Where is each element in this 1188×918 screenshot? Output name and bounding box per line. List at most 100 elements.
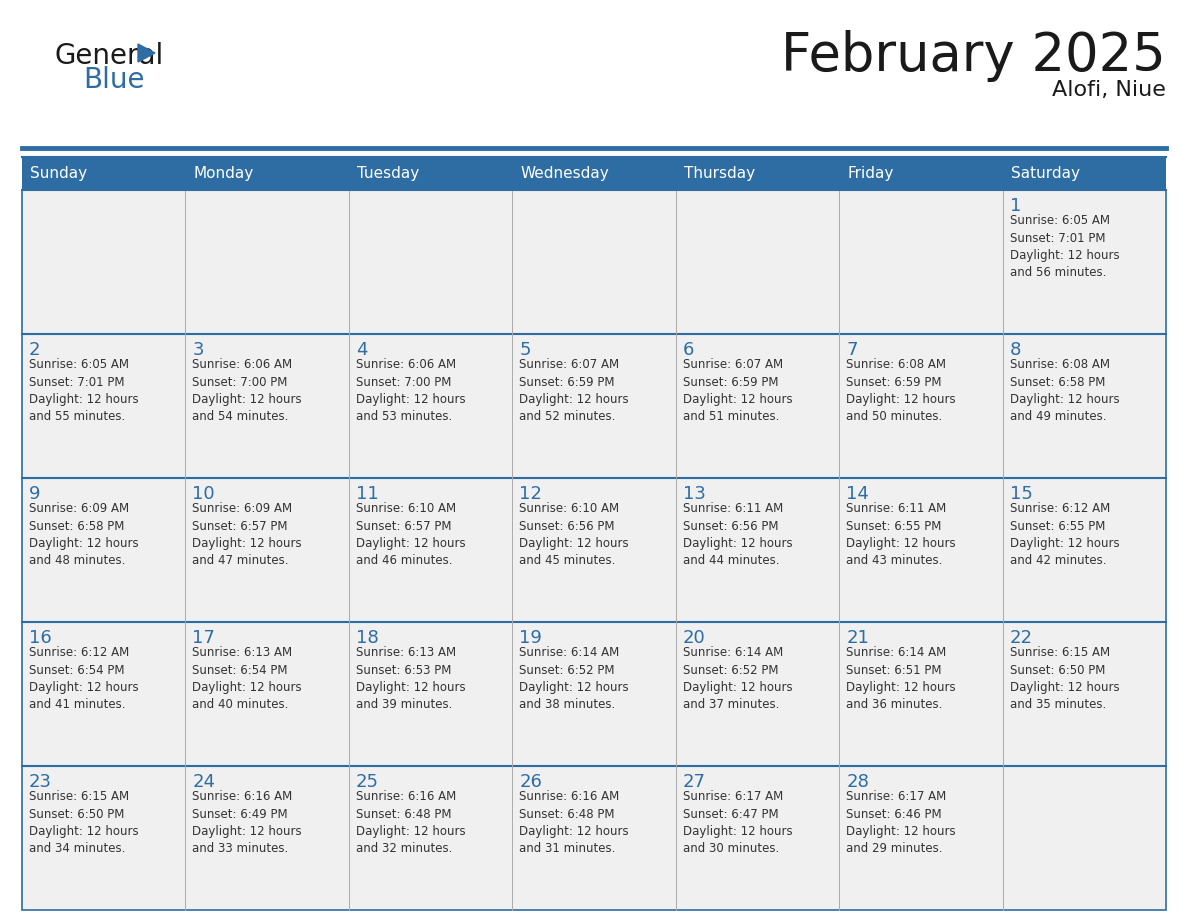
Bar bbox=[839, 157, 1003, 190]
Text: 10: 10 bbox=[192, 485, 215, 503]
Text: Sunrise: 6:14 AM
Sunset: 6:52 PM
Daylight: 12 hours
and 38 minutes.: Sunrise: 6:14 AM Sunset: 6:52 PM Dayligh… bbox=[519, 646, 628, 711]
Text: 5: 5 bbox=[519, 341, 531, 359]
Bar bbox=[185, 622, 349, 766]
Text: 25: 25 bbox=[356, 773, 379, 791]
Bar bbox=[185, 157, 349, 190]
Text: 20: 20 bbox=[683, 629, 706, 647]
Bar bbox=[185, 478, 349, 622]
Text: Sunrise: 6:10 AM
Sunset: 6:56 PM
Daylight: 12 hours
and 45 minutes.: Sunrise: 6:10 AM Sunset: 6:56 PM Dayligh… bbox=[519, 502, 628, 567]
Text: Sunrise: 6:11 AM
Sunset: 6:56 PM
Daylight: 12 hours
and 44 minutes.: Sunrise: 6:11 AM Sunset: 6:56 PM Dayligh… bbox=[683, 502, 792, 567]
Text: General: General bbox=[55, 42, 164, 70]
Text: 21: 21 bbox=[846, 629, 868, 647]
Text: Monday: Monday bbox=[194, 166, 254, 181]
Bar bbox=[512, 157, 676, 190]
Text: Sunrise: 6:16 AM
Sunset: 6:48 PM
Daylight: 12 hours
and 32 minutes.: Sunrise: 6:16 AM Sunset: 6:48 PM Dayligh… bbox=[356, 790, 466, 856]
Text: Sunrise: 6:07 AM
Sunset: 6:59 PM
Daylight: 12 hours
and 51 minutes.: Sunrise: 6:07 AM Sunset: 6:59 PM Dayligh… bbox=[683, 358, 792, 423]
Text: Blue: Blue bbox=[83, 66, 145, 94]
Text: 7: 7 bbox=[846, 341, 858, 359]
Text: Sunrise: 6:16 AM
Sunset: 6:49 PM
Daylight: 12 hours
and 33 minutes.: Sunrise: 6:16 AM Sunset: 6:49 PM Dayligh… bbox=[192, 790, 302, 856]
Text: 9: 9 bbox=[29, 485, 40, 503]
Bar bbox=[839, 478, 1003, 622]
Bar bbox=[512, 190, 676, 334]
Text: Sunrise: 6:05 AM
Sunset: 7:01 PM
Daylight: 12 hours
and 56 minutes.: Sunrise: 6:05 AM Sunset: 7:01 PM Dayligh… bbox=[1010, 214, 1119, 279]
Bar bbox=[185, 766, 349, 910]
Bar bbox=[349, 622, 512, 766]
Bar bbox=[349, 334, 512, 478]
Bar bbox=[1003, 622, 1165, 766]
Text: Sunrise: 6:08 AM
Sunset: 6:59 PM
Daylight: 12 hours
and 50 minutes.: Sunrise: 6:08 AM Sunset: 6:59 PM Dayligh… bbox=[846, 358, 956, 423]
Text: 8: 8 bbox=[1010, 341, 1020, 359]
Bar bbox=[23, 766, 185, 910]
Text: Sunrise: 6:09 AM
Sunset: 6:58 PM
Daylight: 12 hours
and 48 minutes.: Sunrise: 6:09 AM Sunset: 6:58 PM Dayligh… bbox=[29, 502, 139, 567]
Text: 3: 3 bbox=[192, 341, 204, 359]
Polygon shape bbox=[138, 44, 154, 62]
Text: 17: 17 bbox=[192, 629, 215, 647]
Bar bbox=[839, 622, 1003, 766]
Text: Sunrise: 6:06 AM
Sunset: 7:00 PM
Daylight: 12 hours
and 54 minutes.: Sunrise: 6:06 AM Sunset: 7:00 PM Dayligh… bbox=[192, 358, 302, 423]
Text: Sunrise: 6:07 AM
Sunset: 6:59 PM
Daylight: 12 hours
and 52 minutes.: Sunrise: 6:07 AM Sunset: 6:59 PM Dayligh… bbox=[519, 358, 628, 423]
Bar bbox=[512, 622, 676, 766]
Text: 27: 27 bbox=[683, 773, 706, 791]
Text: 18: 18 bbox=[356, 629, 379, 647]
Bar bbox=[349, 766, 512, 910]
Text: February 2025: February 2025 bbox=[782, 30, 1165, 82]
Text: Sunrise: 6:13 AM
Sunset: 6:53 PM
Daylight: 12 hours
and 39 minutes.: Sunrise: 6:13 AM Sunset: 6:53 PM Dayligh… bbox=[356, 646, 466, 711]
Bar bbox=[23, 478, 185, 622]
Bar bbox=[1003, 190, 1165, 334]
Bar bbox=[1003, 157, 1165, 190]
Text: 28: 28 bbox=[846, 773, 868, 791]
Text: Sunrise: 6:17 AM
Sunset: 6:47 PM
Daylight: 12 hours
and 30 minutes.: Sunrise: 6:17 AM Sunset: 6:47 PM Dayligh… bbox=[683, 790, 792, 856]
Bar bbox=[512, 478, 676, 622]
Text: 19: 19 bbox=[519, 629, 542, 647]
Text: 16: 16 bbox=[29, 629, 52, 647]
Text: Sunrise: 6:16 AM
Sunset: 6:48 PM
Daylight: 12 hours
and 31 minutes.: Sunrise: 6:16 AM Sunset: 6:48 PM Dayligh… bbox=[519, 790, 628, 856]
Bar bbox=[676, 766, 839, 910]
Bar bbox=[512, 334, 676, 478]
Bar bbox=[23, 190, 1165, 910]
Text: Sunrise: 6:12 AM
Sunset: 6:54 PM
Daylight: 12 hours
and 41 minutes.: Sunrise: 6:12 AM Sunset: 6:54 PM Dayligh… bbox=[29, 646, 139, 711]
Bar bbox=[23, 157, 185, 190]
Text: 23: 23 bbox=[29, 773, 52, 791]
Bar bbox=[839, 190, 1003, 334]
Bar bbox=[185, 334, 349, 478]
Bar bbox=[1003, 334, 1165, 478]
Bar bbox=[512, 766, 676, 910]
Text: 12: 12 bbox=[519, 485, 542, 503]
Text: Alofi, Niue: Alofi, Niue bbox=[1053, 80, 1165, 100]
Bar bbox=[839, 766, 1003, 910]
Text: 24: 24 bbox=[192, 773, 215, 791]
Bar bbox=[676, 622, 839, 766]
Bar bbox=[676, 334, 839, 478]
Text: Sunday: Sunday bbox=[30, 166, 87, 181]
Bar bbox=[1003, 766, 1165, 910]
Text: Friday: Friday bbox=[847, 166, 893, 181]
Text: Sunrise: 6:06 AM
Sunset: 7:00 PM
Daylight: 12 hours
and 53 minutes.: Sunrise: 6:06 AM Sunset: 7:00 PM Dayligh… bbox=[356, 358, 466, 423]
Text: 11: 11 bbox=[356, 485, 379, 503]
Text: Sunrise: 6:13 AM
Sunset: 6:54 PM
Daylight: 12 hours
and 40 minutes.: Sunrise: 6:13 AM Sunset: 6:54 PM Dayligh… bbox=[192, 646, 302, 711]
Text: Sunrise: 6:12 AM
Sunset: 6:55 PM
Daylight: 12 hours
and 42 minutes.: Sunrise: 6:12 AM Sunset: 6:55 PM Dayligh… bbox=[1010, 502, 1119, 567]
Bar bbox=[1003, 478, 1165, 622]
Text: 13: 13 bbox=[683, 485, 706, 503]
Bar bbox=[185, 190, 349, 334]
Text: 15: 15 bbox=[1010, 485, 1032, 503]
Text: Sunrise: 6:15 AM
Sunset: 6:50 PM
Daylight: 12 hours
and 34 minutes.: Sunrise: 6:15 AM Sunset: 6:50 PM Dayligh… bbox=[29, 790, 139, 856]
Text: 2: 2 bbox=[29, 341, 40, 359]
Bar bbox=[349, 157, 512, 190]
Bar bbox=[23, 190, 185, 334]
Text: Wednesday: Wednesday bbox=[520, 166, 609, 181]
Bar bbox=[349, 190, 512, 334]
Text: Saturday: Saturday bbox=[1011, 166, 1080, 181]
Text: Sunrise: 6:05 AM
Sunset: 7:01 PM
Daylight: 12 hours
and 55 minutes.: Sunrise: 6:05 AM Sunset: 7:01 PM Dayligh… bbox=[29, 358, 139, 423]
Bar bbox=[839, 334, 1003, 478]
Text: 22: 22 bbox=[1010, 629, 1032, 647]
Text: 4: 4 bbox=[356, 341, 367, 359]
Text: Sunrise: 6:10 AM
Sunset: 6:57 PM
Daylight: 12 hours
and 46 minutes.: Sunrise: 6:10 AM Sunset: 6:57 PM Dayligh… bbox=[356, 502, 466, 567]
Bar bbox=[676, 190, 839, 334]
Text: Tuesday: Tuesday bbox=[356, 166, 419, 181]
Text: 1: 1 bbox=[1010, 197, 1020, 215]
Text: Thursday: Thursday bbox=[684, 166, 754, 181]
Text: Sunrise: 6:09 AM
Sunset: 6:57 PM
Daylight: 12 hours
and 47 minutes.: Sunrise: 6:09 AM Sunset: 6:57 PM Dayligh… bbox=[192, 502, 302, 567]
Text: Sunrise: 6:11 AM
Sunset: 6:55 PM
Daylight: 12 hours
and 43 minutes.: Sunrise: 6:11 AM Sunset: 6:55 PM Dayligh… bbox=[846, 502, 956, 567]
Bar bbox=[676, 478, 839, 622]
Text: Sunrise: 6:15 AM
Sunset: 6:50 PM
Daylight: 12 hours
and 35 minutes.: Sunrise: 6:15 AM Sunset: 6:50 PM Dayligh… bbox=[1010, 646, 1119, 711]
